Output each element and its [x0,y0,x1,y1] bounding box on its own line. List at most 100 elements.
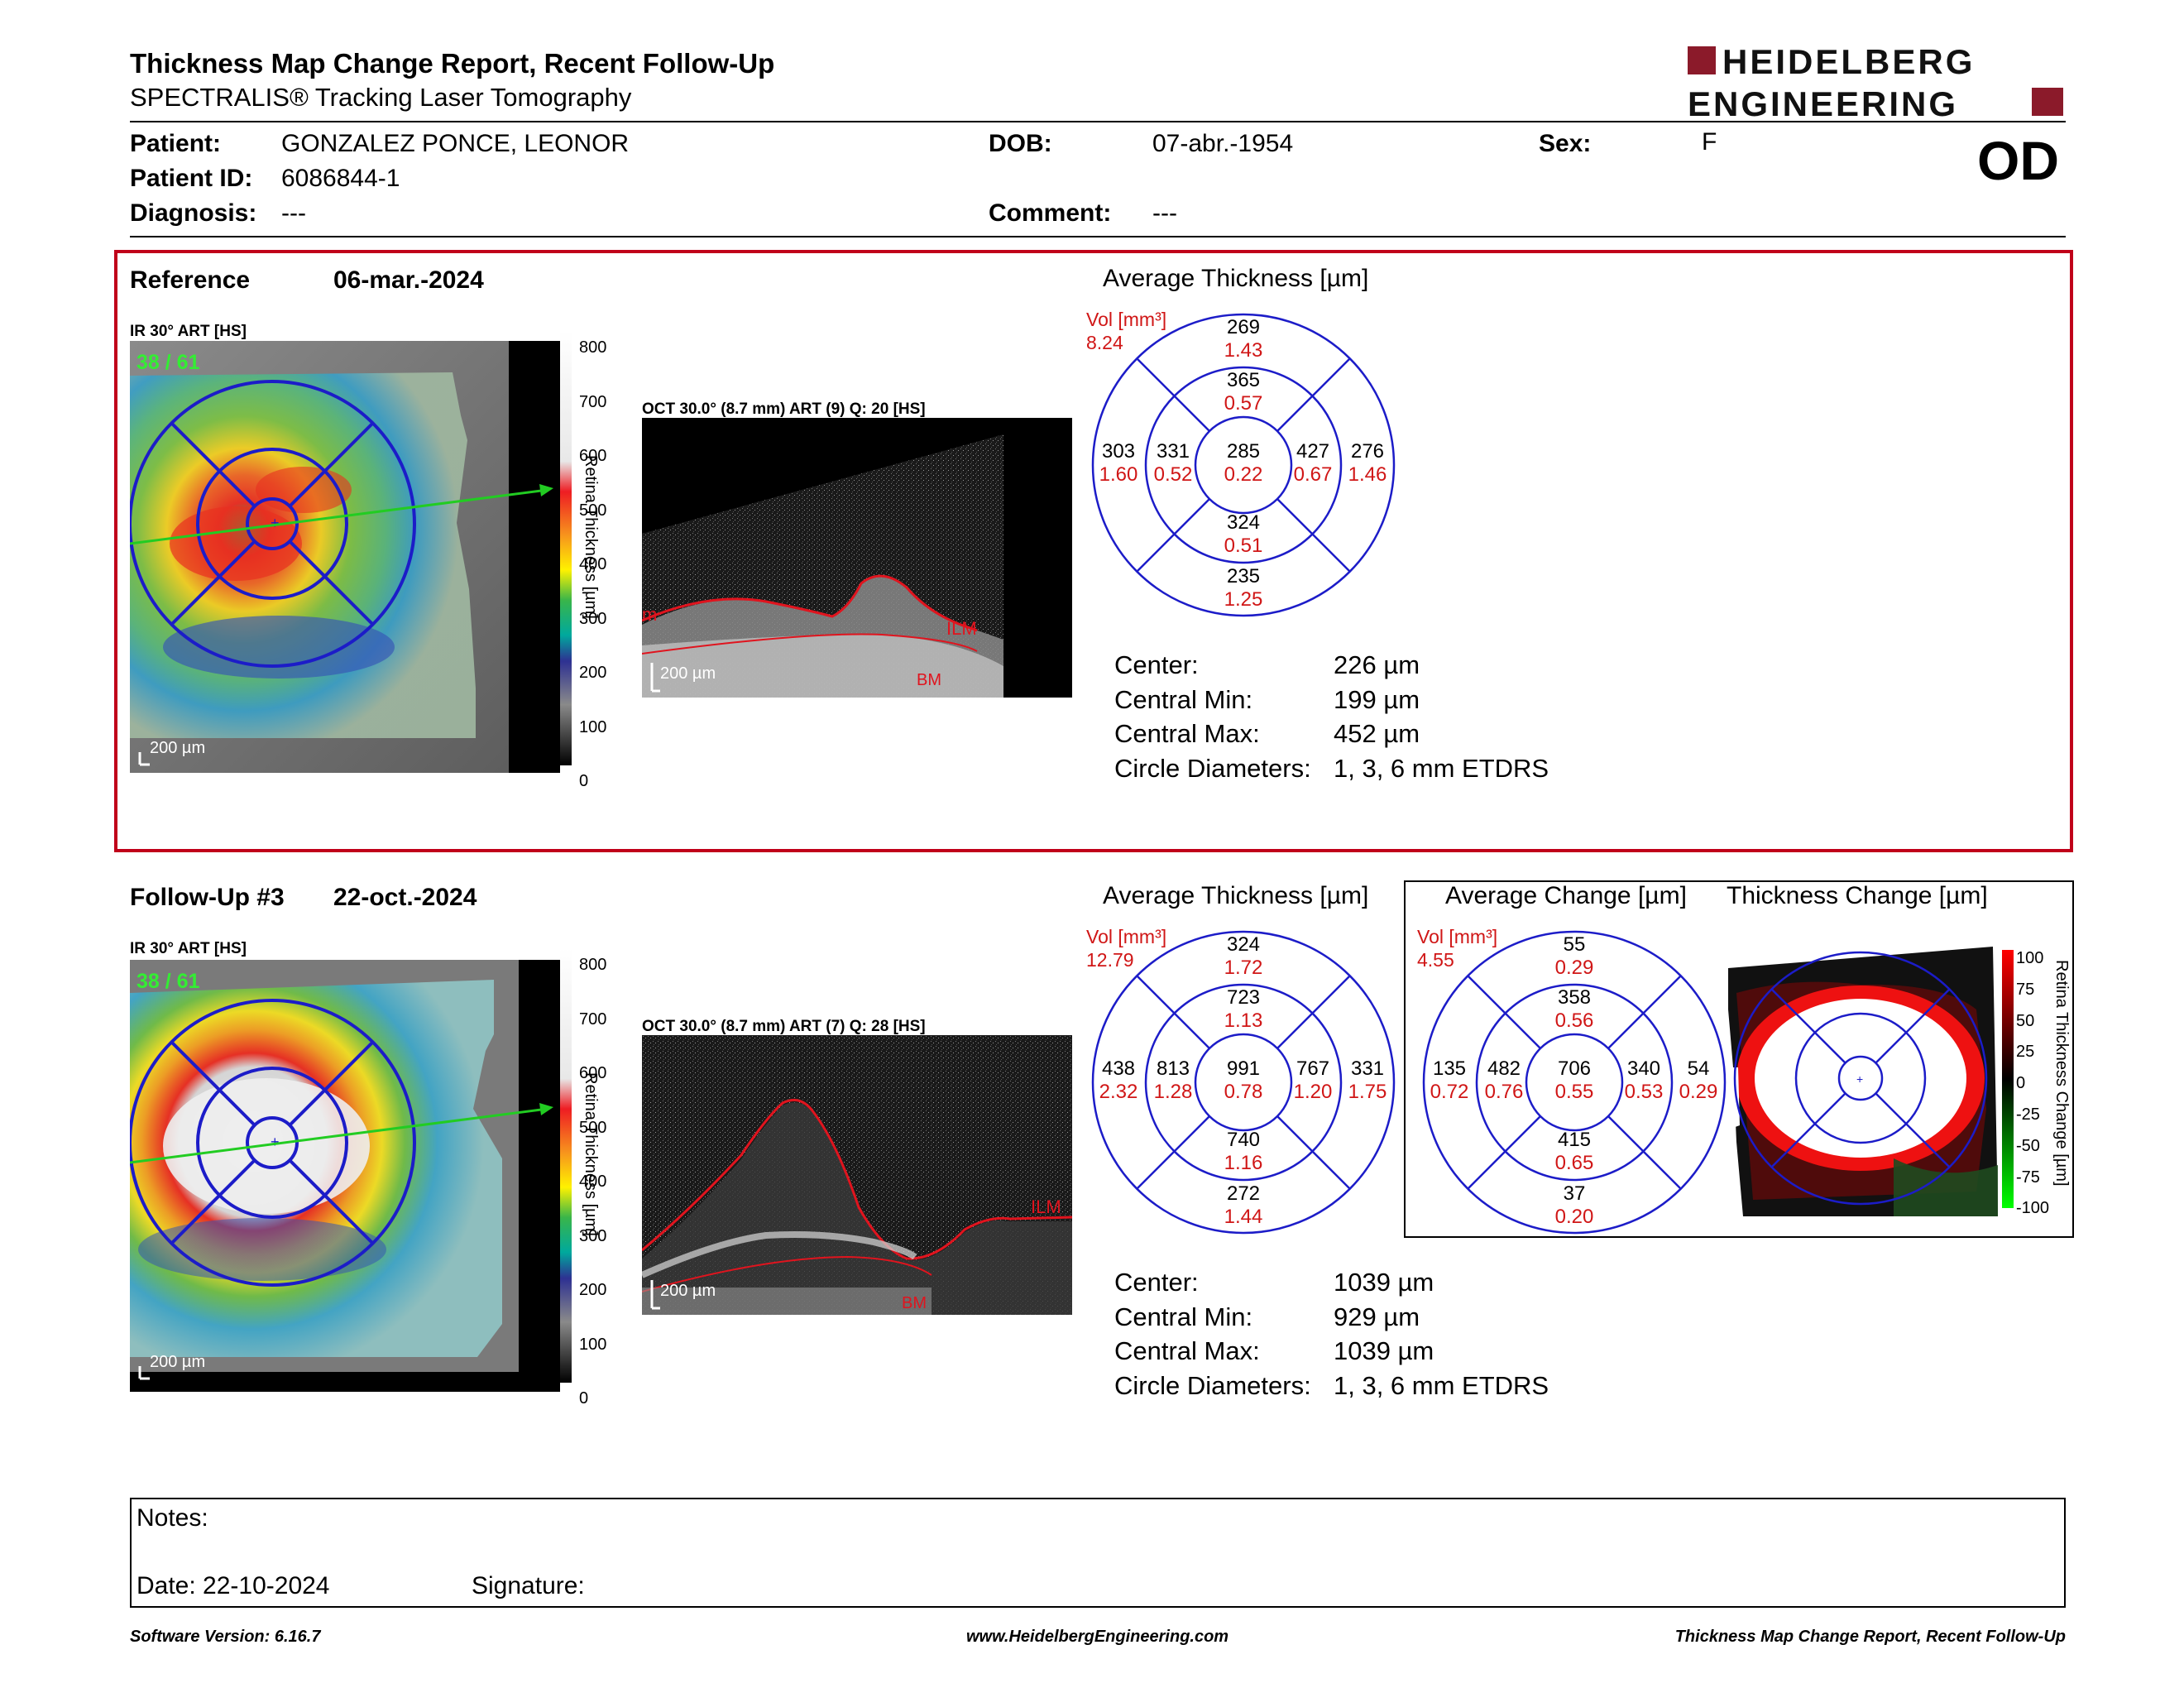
fu-stat-label: Center: [1114,1268,1199,1297]
ref-stat-value: 452 µm [1334,719,1420,748]
thickness-change-map: + [1728,943,1998,1220]
fu-oct-scale: 200 µm [660,1282,716,1300]
thickness-change-title: Thickness Change [µm] [1727,882,1988,909]
ref-fundus-image: + 38 / 61 200 µm [128,341,560,773]
fu-avg-title: Average Thickness [µm] [1103,882,1369,909]
tick: 0 [2016,1074,2026,1093]
svg-text:+: + [271,1134,280,1150]
change-outer-inferior: 37 0.20 [1554,1182,1594,1228]
ref-stat-label: Center: [1114,650,1199,679]
fu-colorbar-ticks: 800 700 600 500 400 300 200 100 0 [579,938,637,1407]
tick: 800 [579,338,607,357]
dob-value: 07-abr.-1954 [1152,130,1294,157]
ref-oct-scale: 200 µm [660,664,716,683]
ref-stat-value: 226 µm [1334,650,1420,679]
tick: 25 [2016,1043,2035,1062]
ref-colorbar-title: Retina Thickness [µm] [582,455,600,619]
fu-fundus-image: + 38 / 61 200 µm [128,960,560,1392]
fu-quality: 38 / 61 [136,970,200,993]
notes-box[interactable] [130,1498,2066,1608]
fu-outer-left: 438 2.32 [1099,1057,1138,1103]
svg-text:+: + [1856,1072,1863,1086]
ref-avg-title: Average Thickness [µm] [1103,265,1369,292]
ref-vol-label: Vol [mm³] [1086,309,1167,330]
tick: 200 [579,1281,607,1299]
tick: 600 [579,447,607,465]
signature-label: Signature: [472,1572,585,1599]
tick: 100 [579,1335,607,1354]
ref-inner-superior: 365 0.57 [1224,369,1263,415]
ref-scale-bar: 200 µm [150,739,205,757]
ref-stat-value: 1, 3, 6 mm ETDRS [1334,753,1549,783]
report-subtitle: SPECTRALIS® Tracking Laser Tomography [130,83,632,112]
sex-label: Sex: [1539,130,1592,157]
fu-stat-value: 1, 3, 6 mm ETDRS [1334,1370,1549,1400]
ref-stats: Center: Central Min: Central Max: Circle… [1114,648,1311,785]
tick: 700 [579,1009,607,1029]
change-colorbar [2002,950,2014,1208]
fu-outer-right: 331 1.75 [1348,1057,1387,1103]
fu-stat-label: Central Min: [1114,1302,1253,1331]
fu-vol-block: Vol [mm³] 12.79 [1086,925,1166,971]
ref-stat-values: 226 µm 199 µm 452 µm 1, 3, 6 mm ETDRS [1334,648,1549,785]
notes-date: Date: 22-10-2024 [136,1572,330,1599]
change-avg-title: Average Change [µm] [1445,882,1687,909]
svg-text:+: + [271,515,280,531]
tick: 50 [2016,1011,2035,1030]
change-vol-total: 4.55 [1417,949,1454,971]
ref-stat-label: Central Min: [1114,684,1253,714]
fu-oct-image: ILM BM 200 µm [640,1035,1073,1315]
diagnosis-value: --- [281,199,306,227]
ref-stat-label: Central Max: [1114,719,1260,748]
ref-bm-label: BM [917,671,941,689]
change-outer-right: 54 0.29 [1679,1057,1718,1103]
tick: 0 [579,772,589,790]
footer-report-name: Thickness Map Change Report, Recent Foll… [1674,1628,2066,1646]
change-center: 706 0.55 [1554,1057,1594,1103]
patient-label: Patient: [130,130,222,157]
followup-label: Follow-Up #3 [130,884,285,911]
website-link[interactable]: www.HeidelbergEngineering.com [966,1628,1229,1646]
fu-stat-label: Central Max: [1114,1336,1260,1365]
fu-inner-superior: 723 1.13 [1224,986,1263,1032]
dob-label: DOB: [989,130,1052,157]
tick: 600 [579,1064,607,1082]
tick: -50 [2016,1136,2040,1155]
change-panel [1404,880,2074,1238]
reference-label: Reference [130,266,251,294]
eye-indicator: OD [1977,130,2059,191]
fu-ir-label: IR 30° ART [HS] [130,940,247,957]
change-colorbar-title: Retina Thickness Change [µm] [2052,960,2071,1187]
ref-outer-left: 303 1.60 [1099,440,1138,486]
fu-stat-values: 1039 µm 929 µm 1039 µm 1, 3, 6 mm ETDRS [1334,1265,1549,1403]
fu-ilm-label: ILM [1031,1196,1061,1217]
ref-outer-right: 276 1.46 [1348,440,1387,486]
tick: -75 [2016,1168,2040,1187]
ref-colorbar [560,331,635,765]
fu-inner-left: 813 1.28 [1153,1057,1193,1103]
tick: 800 [579,956,607,974]
fu-vol-label: Vol [mm³] [1086,926,1167,947]
fu-center: 991 0.78 [1224,1057,1263,1103]
fu-outer-inferior: 272 1.44 [1224,1182,1263,1228]
fu-stat-value: 929 µm [1334,1302,1420,1331]
fu-stats: Center: Central Min: Central Max: Circle… [1114,1265,1311,1403]
ref-stat-value: 199 µm [1334,684,1420,714]
fu-stat-label: Circle Diameters: [1114,1370,1311,1400]
fu-stat-value: 1039 µm [1334,1336,1434,1365]
change-outer-left: 135 0.72 [1430,1057,1469,1103]
ref-outer-superior: 269 1.43 [1224,316,1263,362]
patient-id: 6086844-1 [281,165,400,192]
ref-inner-right: 427 0.67 [1293,440,1333,486]
logo-text-2: ENGINEERING [1688,84,1958,122]
patient-name: GONZALEZ PONCE, LEONOR [281,130,630,157]
ref-oct-image: m ILM BM 200 µm [641,418,1072,698]
tick: 200 [579,664,607,682]
ref-inner-left: 331 0.52 [1153,440,1193,486]
tick: 75 [2016,980,2035,999]
report-title: Thickness Map Change Report, Recent Foll… [130,48,775,79]
tick: 500 [579,501,607,520]
tick: 300 [579,1226,607,1245]
patient-id-label: Patient ID: [130,165,253,192]
change-inner-right: 340 0.53 [1624,1057,1664,1103]
